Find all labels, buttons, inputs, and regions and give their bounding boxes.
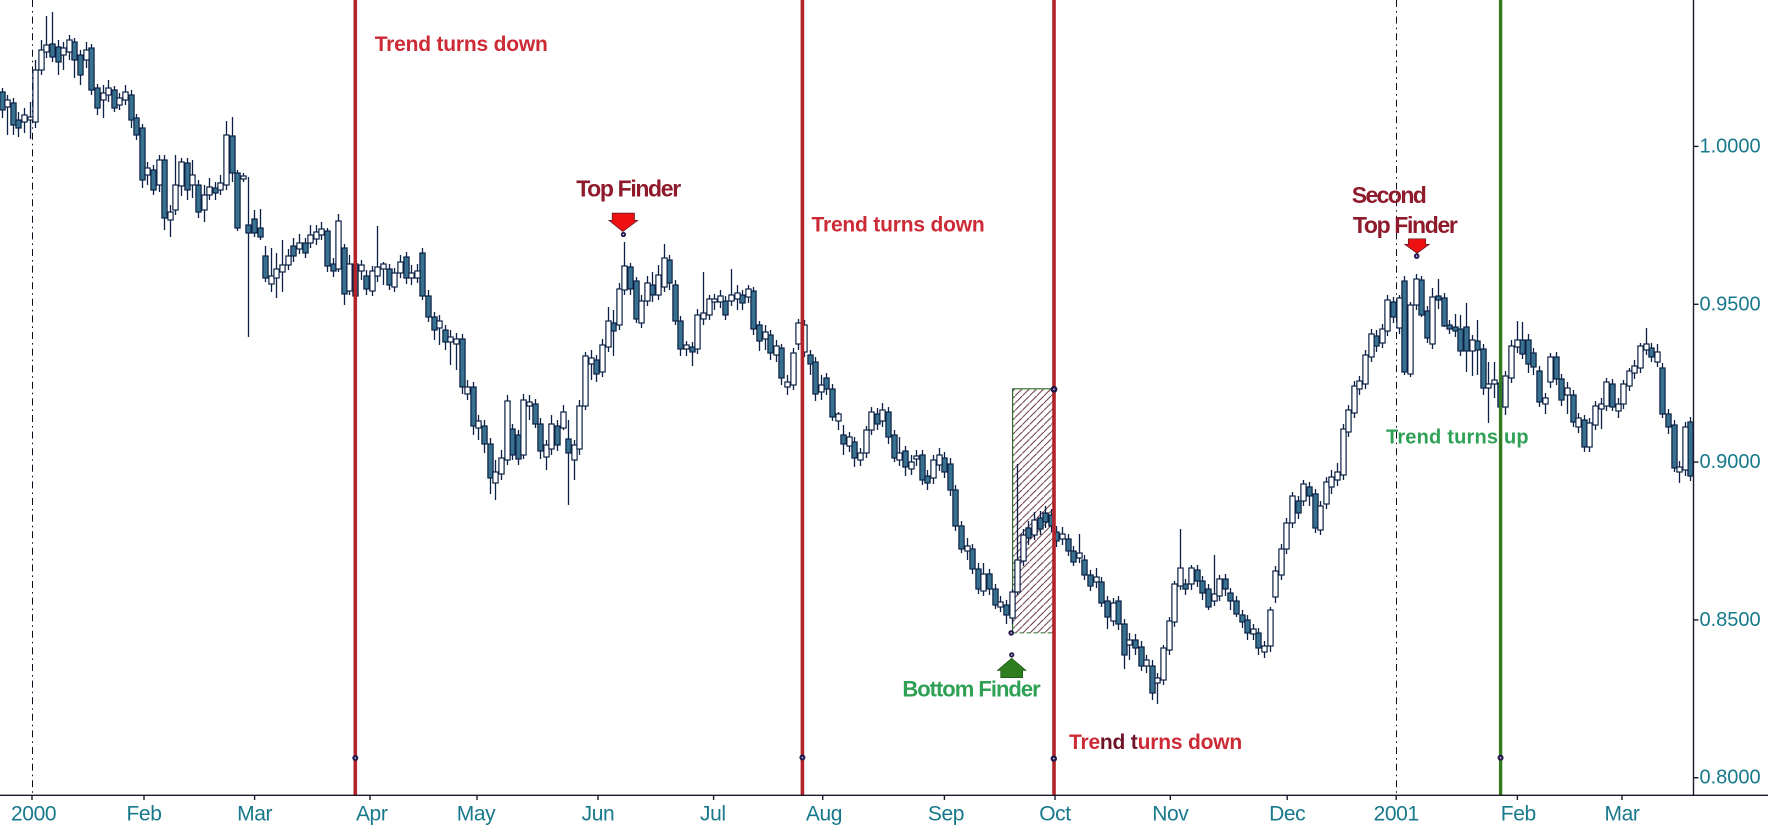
svg-text:Top Finder: Top Finder bbox=[576, 176, 681, 202]
svg-text:Top Finder: Top Finder bbox=[1353, 212, 1458, 238]
svg-text:Jun: Jun bbox=[582, 803, 615, 826]
svg-text:Trend turns down: Trend turns down bbox=[1069, 731, 1242, 754]
svg-text:Trend turns up: Trend turns up bbox=[1386, 427, 1529, 449]
svg-text:Nov: Nov bbox=[1152, 803, 1189, 826]
svg-text:Trend turns down: Trend turns down bbox=[812, 214, 985, 237]
svg-text:Jul: Jul bbox=[700, 803, 726, 826]
svg-text:1.0000: 1.0000 bbox=[1700, 135, 1761, 157]
svg-text:Trend turns down: Trend turns down bbox=[375, 33, 548, 56]
svg-text:Bottom Finder: Bottom Finder bbox=[902, 677, 1041, 702]
svg-text:2001: 2001 bbox=[1374, 803, 1419, 826]
svg-text:Dec: Dec bbox=[1269, 803, 1305, 826]
svg-text:Second: Second bbox=[1352, 182, 1426, 208]
svg-text:0.8500: 0.8500 bbox=[1700, 609, 1761, 631]
svg-text:Sep: Sep bbox=[928, 803, 964, 826]
svg-text:0.9500: 0.9500 bbox=[1700, 293, 1761, 315]
svg-text:Mar: Mar bbox=[1605, 803, 1640, 826]
svg-text:0.9000: 0.9000 bbox=[1700, 451, 1761, 473]
svg-text:May: May bbox=[457, 803, 496, 826]
svg-text:Feb: Feb bbox=[127, 803, 162, 826]
svg-text:Apr: Apr bbox=[356, 803, 388, 826]
svg-text:Oct: Oct bbox=[1039, 803, 1071, 826]
svg-text:Mar: Mar bbox=[237, 803, 272, 826]
svg-text:Aug: Aug bbox=[806, 803, 842, 826]
svg-text:Feb: Feb bbox=[1501, 803, 1536, 826]
svg-text:0.8000: 0.8000 bbox=[1700, 767, 1761, 789]
svg-text:2000: 2000 bbox=[11, 803, 56, 826]
